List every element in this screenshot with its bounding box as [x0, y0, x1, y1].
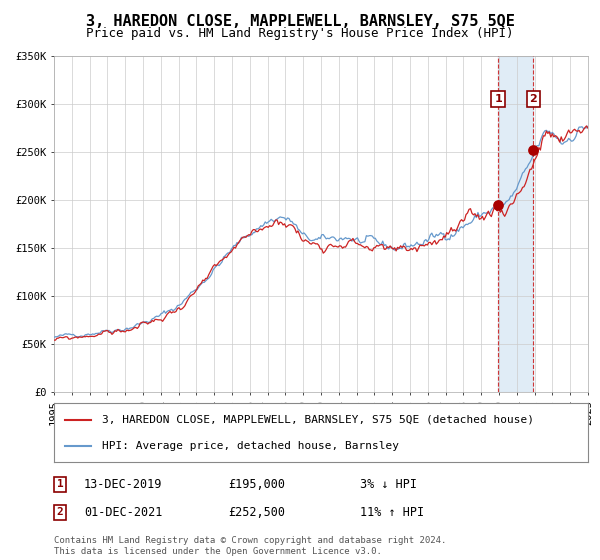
Text: 1: 1 — [494, 94, 502, 104]
Text: 3% ↓ HPI: 3% ↓ HPI — [360, 478, 417, 491]
Text: 3, HAREDON CLOSE, MAPPLEWELL, BARNSLEY, S75 5QE: 3, HAREDON CLOSE, MAPPLEWELL, BARNSLEY, … — [86, 14, 514, 29]
Text: £252,500: £252,500 — [228, 506, 285, 519]
Text: HPI: Average price, detached house, Barnsley: HPI: Average price, detached house, Barn… — [102, 441, 399, 451]
3, HAREDON CLOSE, MAPPLEWELL, BARNSLEY, S75 5QE (detached house) — [50, 337, 58, 343]
Text: Contains HM Land Registry data © Crown copyright and database right 2024.
This d: Contains HM Land Registry data © Crown c… — [54, 536, 446, 556]
HPI: Average price, detached house, Barnsley: (2.01e+03, 1.57e+05): Average price, detached house, Barnsley:… — [236, 238, 244, 245]
Text: Price paid vs. HM Land Registry's House Price Index (HPI): Price paid vs. HM Land Registry's House … — [86, 27, 514, 40]
Point — [493, 200, 503, 209]
HPI: Average price, detached house, Barnsley: (2e+03, 1.27e+05): Average price, detached house, Barnsley:… — [209, 267, 217, 273]
3, HAREDON CLOSE, MAPPLEWELL, BARNSLEY, S75 5QE (detached house) — [554, 136, 562, 142]
Text: 1: 1 — [56, 479, 64, 489]
3, HAREDON CLOSE, MAPPLEWELL, BARNSLEY, S75 5QE (detached house) — [236, 237, 244, 244]
Line: HPI: Average price, detached house, Barnsley: HPI: Average price, detached house, Barn… — [54, 127, 588, 337]
HPI: Average price, detached house, Barnsley: (2.02e+03, 2.64e+05): Average price, detached house, Barnsley:… — [554, 135, 562, 142]
Bar — [498, 56, 533, 392]
3, HAREDON CLOSE, MAPPLEWELL, BARNSLEY, S75 5QE (detached house) — [584, 125, 592, 132]
HPI: Average price, detached house, Barnsley: (2e+03, 6.5e+04): Average price, detached house, Barnsley:… — [116, 326, 123, 333]
Text: 2: 2 — [56, 507, 64, 517]
HPI: Average price, detached house, Barnsley: (2.02e+03, 2.77e+05): Average price, detached house, Barnsley:… — [584, 123, 592, 130]
Text: 3, HAREDON CLOSE, MAPPLEWELL, BARNSLEY, S75 5QE (detached house): 3, HAREDON CLOSE, MAPPLEWELL, BARNSLEY, … — [102, 414, 534, 424]
HPI: Average price, detached house, Barnsley: (2e+03, 1.48e+05): Average price, detached house, Barnsley:… — [227, 246, 235, 253]
HPI: Average price, detached house, Barnsley: (2.01e+03, 1.81e+05): Average price, detached house, Barnsley:… — [284, 214, 291, 221]
3, HAREDON CLOSE, MAPPLEWELL, BARNSLEY, S75 5QE (detached house) — [284, 223, 291, 230]
Point — [529, 145, 538, 154]
3, HAREDON CLOSE, MAPPLEWELL, BARNSLEY, S75 5QE (detached house) — [209, 263, 217, 269]
Text: 13-DEC-2019: 13-DEC-2019 — [84, 478, 163, 491]
3, HAREDON CLOSE, MAPPLEWELL, BARNSLEY, S75 5QE (detached house) — [583, 123, 590, 129]
3, HAREDON CLOSE, MAPPLEWELL, BARNSLEY, S75 5QE (detached house) — [227, 249, 235, 255]
Text: 01-DEC-2021: 01-DEC-2021 — [84, 506, 163, 519]
Text: 2: 2 — [529, 94, 537, 104]
3, HAREDON CLOSE, MAPPLEWELL, BARNSLEY, S75 5QE (detached house) — [116, 328, 123, 334]
Line: 3, HAREDON CLOSE, MAPPLEWELL, BARNSLEY, S75 5QE (detached house): 3, HAREDON CLOSE, MAPPLEWELL, BARNSLEY, … — [54, 126, 588, 340]
HPI: Average price, detached house, Barnsley: (2e+03, 5.7e+04): Average price, detached house, Barnsley:… — [50, 334, 58, 340]
Text: 11% ↑ HPI: 11% ↑ HPI — [360, 506, 424, 519]
Text: £195,000: £195,000 — [228, 478, 285, 491]
